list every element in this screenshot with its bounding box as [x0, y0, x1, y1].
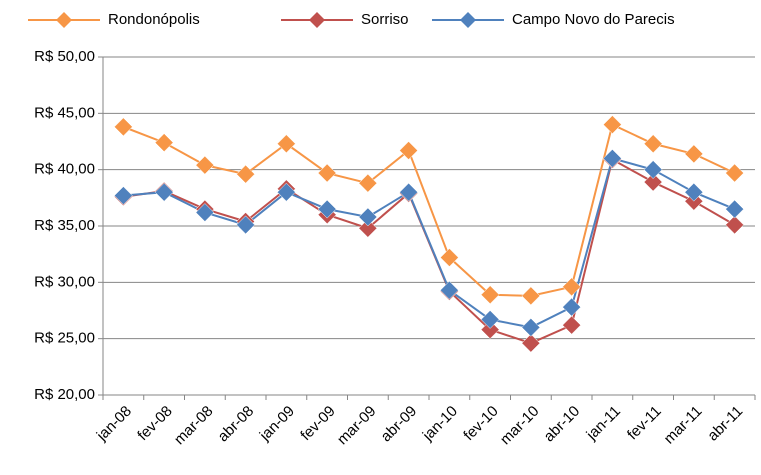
data-point [480, 310, 500, 329]
legend-marker [460, 12, 476, 28]
x-tick-label: mar-10 [497, 403, 543, 449]
legend-marker [56, 12, 72, 28]
data-point [725, 215, 744, 235]
data-point [440, 280, 459, 300]
x-tick-label: jan-08 [93, 403, 135, 445]
data-point [684, 182, 704, 202]
x-tick-label: fev-09 [297, 403, 339, 445]
data-point [562, 315, 581, 335]
x-tick-label: abr-08 [215, 403, 258, 446]
data-point [399, 182, 418, 202]
x-tick-label: mar-08 [171, 403, 217, 449]
data-point [603, 115, 622, 134]
data-point [562, 277, 581, 297]
data-point [399, 141, 418, 160]
data-point [358, 207, 378, 227]
data-point [154, 133, 174, 152]
data-point [277, 182, 296, 202]
y-tick-label: R$ 40,00 [34, 161, 95, 178]
data-point [154, 182, 174, 202]
series-line [123, 158, 736, 345]
data-point [358, 218, 378, 238]
data-point [643, 172, 663, 192]
data-point [195, 155, 215, 175]
x-tick-label: fev-11 [624, 403, 665, 444]
data-point [236, 215, 255, 235]
x-tick-label: abr-10 [541, 403, 584, 446]
series-line [123, 157, 736, 329]
legend-label: Sorriso [361, 11, 409, 28]
data-point [725, 199, 744, 219]
legend-marker [309, 12, 325, 28]
data-point [236, 164, 255, 184]
data-point [114, 186, 133, 205]
data-point [195, 203, 215, 222]
data-point [521, 318, 541, 337]
data-point [521, 286, 541, 306]
data-point [643, 134, 663, 154]
data-point [480, 285, 500, 305]
x-tick-label: jan-10 [419, 403, 461, 445]
y-tick-label: R$ 45,00 [34, 104, 95, 121]
legend-label: Campo Novo do Parecis [512, 11, 675, 28]
y-tick-label: R$ 25,00 [34, 330, 95, 347]
y-tick-label: R$ 35,00 [34, 217, 95, 234]
data-point [562, 297, 581, 317]
y-tick-label: R$ 50,00 [34, 48, 95, 65]
data-point [725, 163, 744, 183]
y-tick-label: R$ 30,00 [34, 273, 95, 290]
data-point [684, 144, 704, 164]
data-point [603, 149, 622, 168]
y-tick-label: R$ 20,00 [34, 386, 95, 403]
data-point [317, 199, 337, 219]
x-tick-label: jan-11 [583, 403, 624, 444]
x-tick-label: jan-09 [256, 403, 298, 445]
data-point [643, 160, 663, 180]
data-point [317, 163, 337, 183]
data-point [521, 333, 541, 353]
x-tick-label: fev-08 [134, 403, 176, 445]
x-tick-label: abr-09 [378, 403, 421, 446]
series-line [123, 123, 736, 297]
x-tick-label: mar-11 [661, 403, 706, 448]
data-point [480, 320, 500, 340]
data-point [440, 248, 459, 267]
data-point [358, 173, 378, 193]
data-point [114, 117, 133, 137]
x-tick-label: fev-10 [460, 403, 502, 445]
x-tick-label: mar-09 [334, 403, 380, 449]
data-point [277, 134, 296, 154]
x-tick-label: abr-11 [704, 403, 746, 445]
legend-label: Rondonópolis [108, 11, 200, 28]
